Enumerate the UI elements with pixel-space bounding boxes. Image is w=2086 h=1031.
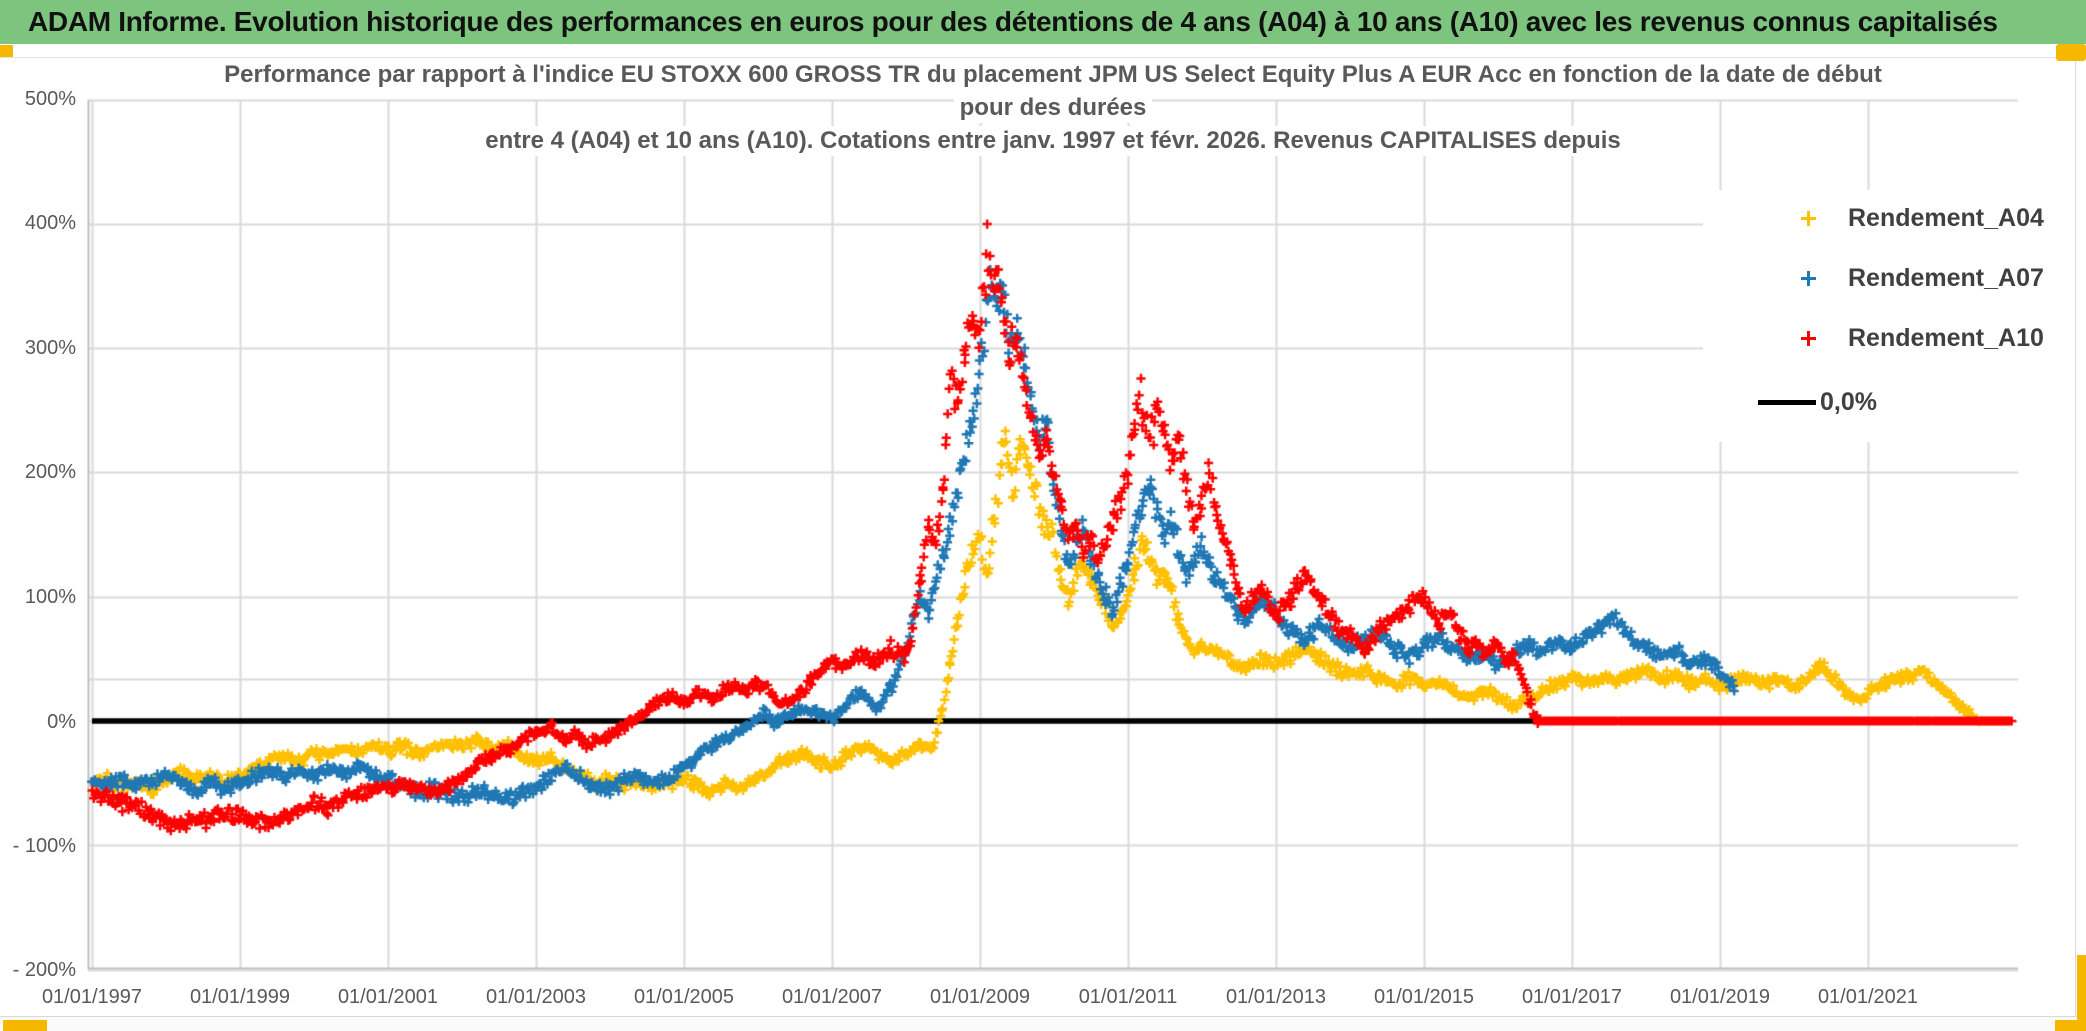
plus-marker-icon (1801, 330, 1816, 346)
legend-label: Rendement_A07 (1848, 263, 2044, 292)
amber-accent-top-left (0, 45, 13, 57)
x-tick-label: 01/01/2001 (337, 986, 439, 1008)
legend-label: 0,0% (1820, 387, 1877, 416)
x-tick-label: 01/01/2011 (1078, 986, 1178, 1008)
chart-title-line1: Performance par rapport à l'indice EU ST… (218, 60, 1888, 90)
y-tick-label: 100% (24, 586, 76, 608)
plus-marker-icon (1801, 210, 1816, 226)
chart-title: Performance par rapport à l'indice EU ST… (88, 60, 2018, 159)
x-tick-label: 01/01/2009 (929, 986, 1031, 1008)
amber-accent-bottom-left (3, 1020, 47, 1031)
x-tick-label: 01/01/2015 (1373, 986, 1475, 1008)
legend-item-rendement-a10: Rendement_A10 (1703, 318, 2071, 358)
bottom-strip (0, 1017, 2086, 1031)
amber-accent-bottom-right (2055, 1020, 2086, 1031)
y-tick-label: 400% (24, 212, 76, 234)
y-tick-label: 200% (24, 461, 76, 483)
window-right-border (2075, 58, 2076, 1016)
x-tick-label: 01/01/1999 (189, 986, 291, 1008)
x-tick-label: 01/01/2003 (485, 986, 587, 1008)
y-tick-label: 300% (24, 337, 76, 359)
chart-legend: Rendement_A04 Rendement_A07 Rendement_A1… (1703, 190, 2071, 442)
y-tick-label: - 100% (12, 835, 76, 857)
black-line-icon (1758, 399, 1816, 405)
plus-marker-icon (1801, 270, 1816, 286)
legend-item-zero-line: 0,0% (1703, 382, 2071, 422)
y-tick-label: - 200% (12, 959, 76, 981)
x-tick-label: 01/01/2021 (1817, 986, 1919, 1008)
legend-item-rendement-a07: Rendement_A07 (1703, 258, 2071, 298)
x-tick-label: 01/01/2019 (1669, 986, 1771, 1008)
y-tick-label: 500% (24, 88, 76, 110)
x-tick-label: 01/01/1997 (41, 986, 143, 1008)
legend-item-rendement-a04: Rendement_A04 (1703, 198, 2071, 238)
x-tick-label: 01/01/2017 (1521, 986, 1623, 1008)
chart-title-line3: entre 4 (A04) et 10 ans (A10). Cotations… (479, 126, 1627, 156)
x-tick-label: 01/01/2013 (1225, 986, 1327, 1008)
y-tick-label: 0% (47, 711, 76, 733)
x-tick-label: 01/01/2005 (633, 986, 735, 1008)
amber-accent-right-edge (2077, 955, 2086, 1031)
legend-label: Rendement_A04 (1848, 203, 2044, 232)
x-tick-label: 01/01/2007 (781, 986, 883, 1008)
legend-label: Rendement_A10 (1848, 323, 2044, 352)
chart-title-line2: pour des durées (953, 93, 1153, 123)
amber-accent-top-right (2056, 44, 2086, 61)
window-bottom-border (0, 1016, 2086, 1017)
